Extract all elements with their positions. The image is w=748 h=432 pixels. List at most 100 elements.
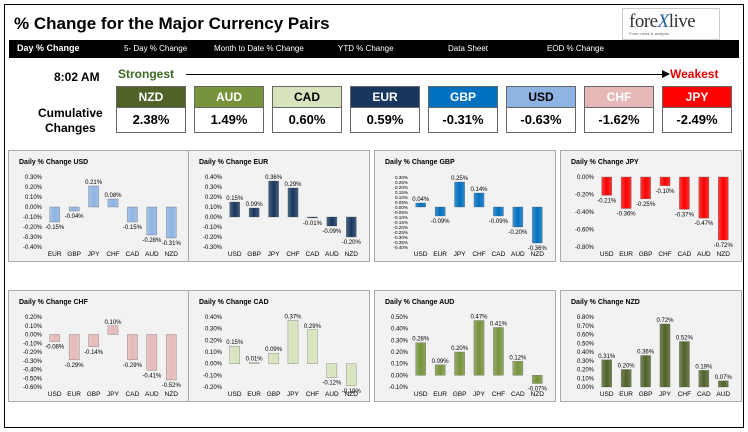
bar-value-label: -0.14% [84, 350, 104, 356]
bar-value-label: -0.10% [655, 189, 675, 195]
nav-month-to-date-change[interactable]: Month to Date % Change [214, 44, 304, 53]
bar-nzd [346, 216, 357, 238]
nav-ytd-change[interactable]: YTD % Change [338, 44, 394, 53]
nav-bar: Day % Change 5- Day % Change Month to Da… [9, 40, 739, 58]
currency-box-aud: AUD 1.49% [194, 86, 264, 138]
bar-cad [698, 370, 710, 388]
bar-value-label: 0.72% [656, 318, 674, 324]
bar-value-label: -0.29% [65, 363, 85, 369]
nav-data-sheet[interactable]: Data Sheet [448, 44, 489, 53]
y-tick-label: -0.50% [23, 376, 43, 382]
bar-value-label: -0.31% [162, 241, 182, 247]
y-tick-label: -0.35% [393, 240, 408, 245]
y-tick-label: 0.10% [25, 324, 43, 330]
nav-5day-change[interactable]: 5- Day % Change [124, 44, 188, 53]
y-tick-label: 0.40% [391, 327, 409, 333]
bar-value-label: -0.72% [714, 243, 734, 249]
bar-chf [659, 176, 671, 186]
chart-jpy: 0.00% -0.20% -0.40% -0.60% -0.80% -0.21% USD -0… [575, 175, 734, 258]
chart-title: Daily % Change USD [19, 159, 89, 166]
bar-jpy [473, 320, 485, 376]
bar-value-label: 0.47% [470, 315, 488, 321]
bar-value-label: -0.28% [142, 238, 162, 244]
strength-arrow [186, 74, 662, 75]
bar-usd [229, 201, 240, 218]
bar-nzd [532, 375, 543, 384]
y-tick-label: -0.10% [203, 373, 223, 379]
y-tick-label: 0.70% [577, 324, 595, 330]
bar-value-label: 0.25% [451, 176, 469, 182]
y-tick-label: -0.25% [393, 230, 408, 235]
y-tick-label: 0.30% [25, 175, 43, 181]
y-tick-label: -0.20% [575, 193, 595, 199]
bar-value-label: 0.04% [412, 197, 430, 203]
logo-wordmark: foreXlive [629, 11, 696, 32]
bar-chf [679, 341, 690, 388]
x-tick-label: GBP [453, 391, 467, 398]
y-tick-label: 0.50% [577, 341, 595, 347]
chart-title: Daily % Change CAD [199, 299, 269, 306]
currency-box-jpy: JPY -2.49% [662, 86, 732, 138]
currency-box-usd: USD -0.63% [506, 86, 576, 138]
bar-aud [698, 176, 710, 219]
bar-cad [127, 334, 138, 361]
y-tick-label: -0.10% [23, 215, 43, 221]
chart-usd: 0.30%0.20%0.10%0.00%-0.10%-0.20%-0.30%-0… [23, 175, 182, 258]
y-tick-label: 0.20% [391, 350, 409, 356]
x-tick-label: GBP [87, 391, 101, 398]
bar-chf [287, 187, 299, 218]
y-tick-label: 0.00% [577, 385, 595, 391]
y-tick-label: 0.00% [205, 215, 223, 221]
currency-name: CAD [272, 86, 342, 108]
y-tick-label: 0.20% [577, 368, 595, 374]
y-tick-label: -0.20% [23, 350, 43, 356]
bar-value-label: 0.29% [304, 324, 322, 330]
nav-day-change[interactable]: Day % Change [17, 43, 80, 53]
bar-cad [512, 361, 524, 376]
bar-value-label: -0.15% [45, 225, 65, 231]
x-tick-label: JPY [287, 391, 300, 398]
y-tick-label: 0.10% [205, 350, 223, 356]
bar-value-label: 0.09% [432, 359, 450, 365]
chart-title: Daily % Change AUD [385, 299, 455, 306]
currency-box-eur: EUR 0.59% [350, 86, 420, 138]
bar-value-label: 0.14% [470, 187, 488, 193]
chart-title: Daily % Change CHF [19, 299, 88, 306]
bar-aud [718, 380, 729, 388]
chart-chf: 0.20% 0.10% 0.00% -0.10% -0.20% -0.30% -0.40% -… [23, 315, 181, 398]
x-tick-label: USD [228, 251, 242, 258]
y-tick-label: 0.00% [25, 333, 43, 339]
bar-chf [493, 327, 504, 376]
y-tick-label: 0.00% [577, 175, 595, 181]
y-tick-label: 0.20% [25, 315, 43, 321]
bar-eur [620, 176, 632, 209]
chart-panel-cad: Daily % Change CAD 0.40% 0.30% 0.20% 0.10% 0.… [188, 290, 370, 402]
y-tick-label: -0.40% [23, 368, 43, 374]
currency-cumulative-value: 2.38% [116, 108, 186, 133]
x-tick-label: AUD [325, 251, 339, 258]
y-tick-label: 0.10% [391, 362, 409, 368]
y-tick-label: 0.10% [205, 205, 223, 211]
currency-box-chf: CHF -1.62% [584, 86, 654, 138]
bar-aud [146, 334, 158, 371]
bar-eur [68, 334, 80, 361]
x-tick-label: AUD [145, 391, 159, 398]
y-tick-label: 0.00% [205, 362, 223, 368]
weakest-label: Weakest [670, 67, 719, 81]
nav-eod-change[interactable]: EOD % Change [547, 44, 604, 53]
x-tick-label: AUD [325, 391, 339, 398]
y-tick-label: -0.60% [23, 385, 43, 391]
bar-aud [512, 206, 524, 228]
x-tick-label: JPY [268, 251, 281, 258]
x-tick-label: GBP [267, 391, 281, 398]
x-tick-label: AUD [145, 251, 159, 258]
x-tick-label: CAD [678, 251, 692, 258]
chart-panel-aud: Daily % Change AUD 0.50% 0.40% 0.30% 0.20% 0.… [374, 290, 556, 402]
bar-gbp [640, 355, 651, 388]
bar-value-label: -0.01% [303, 221, 323, 227]
forexlive-logo[interactable]: foreXlive Forex news & analysis [622, 8, 720, 40]
bar-value-label: 0.36% [265, 175, 283, 181]
chart-cad: 0.40% 0.30% 0.20% 0.10% 0.00% -0.10% -0.20% 0.1… [203, 315, 361, 399]
x-tick-label: CAD [126, 251, 140, 258]
chart-nzd: 0.80% 0.70% 0.60% 0.50% 0.40% 0.30% 0.20% 0.10%… [577, 315, 732, 398]
